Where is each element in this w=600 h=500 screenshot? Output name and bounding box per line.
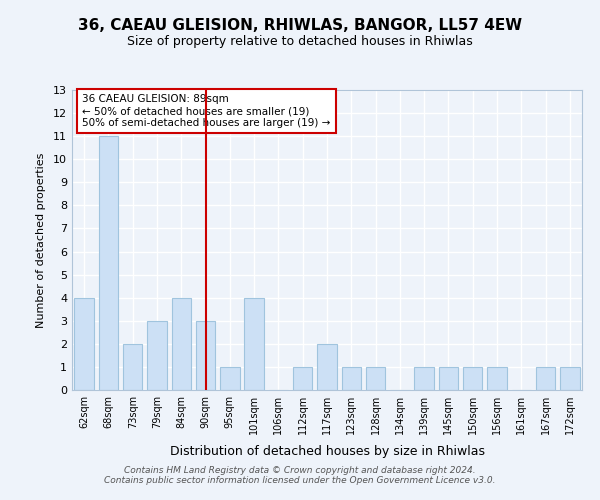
Bar: [244, 298, 264, 390]
Bar: [123, 344, 142, 390]
X-axis label: Distribution of detached houses by size in Rhiwlas: Distribution of detached houses by size …: [170, 446, 485, 458]
Y-axis label: Number of detached properties: Number of detached properties: [36, 152, 46, 328]
Bar: [147, 321, 167, 390]
Bar: [172, 298, 191, 390]
Bar: [415, 367, 434, 390]
Bar: [220, 367, 239, 390]
Bar: [366, 367, 385, 390]
Text: Contains HM Land Registry data © Crown copyright and database right 2024.
Contai: Contains HM Land Registry data © Crown c…: [104, 466, 496, 485]
Bar: [536, 367, 555, 390]
Text: Size of property relative to detached houses in Rhiwlas: Size of property relative to detached ho…: [127, 35, 473, 48]
Text: 36 CAEAU GLEISION: 89sqm
← 50% of detached houses are smaller (19)
50% of semi-d: 36 CAEAU GLEISION: 89sqm ← 50% of detach…: [82, 94, 331, 128]
Bar: [196, 321, 215, 390]
Bar: [560, 367, 580, 390]
Text: 36, CAEAU GLEISION, RHIWLAS, BANGOR, LL57 4EW: 36, CAEAU GLEISION, RHIWLAS, BANGOR, LL5…: [78, 18, 522, 32]
Bar: [317, 344, 337, 390]
Bar: [341, 367, 361, 390]
Bar: [487, 367, 507, 390]
Bar: [293, 367, 313, 390]
Bar: [74, 298, 94, 390]
Bar: [463, 367, 482, 390]
Bar: [439, 367, 458, 390]
Bar: [99, 136, 118, 390]
